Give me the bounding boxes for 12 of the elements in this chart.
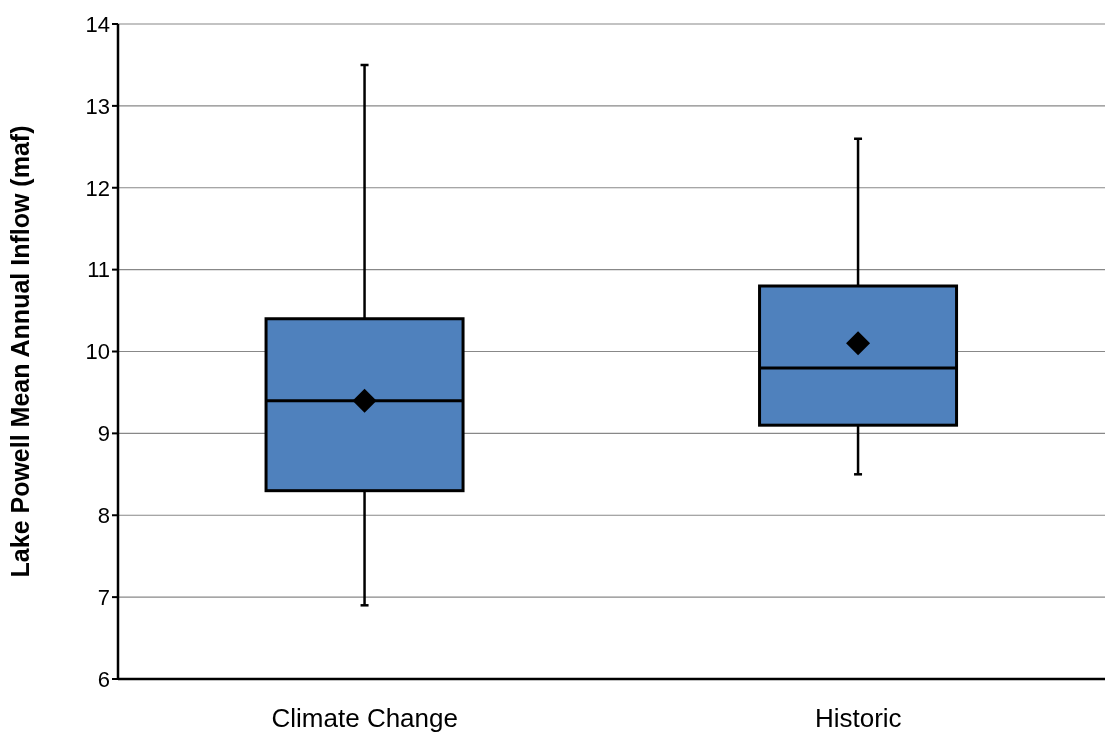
x-tick-label: Historic [814, 703, 902, 734]
y-tick-label: 14 [85, 11, 110, 37]
y-tick-label: 9 [97, 421, 110, 447]
y-tick-label: 12 [85, 175, 110, 201]
y-tick-label: 7 [97, 584, 110, 610]
x-tick-label: Climate Change [271, 703, 458, 734]
y-tick-label: 10 [85, 339, 110, 365]
y-tick-label: 6 [97, 666, 110, 692]
y-tick-label: 13 [85, 93, 110, 119]
y-tick-label: 11 [87, 257, 110, 283]
y-axis-title: Lake Powell Mean Annual Inflow (maf) [5, 125, 34, 578]
y-tick-label: 8 [97, 503, 110, 529]
